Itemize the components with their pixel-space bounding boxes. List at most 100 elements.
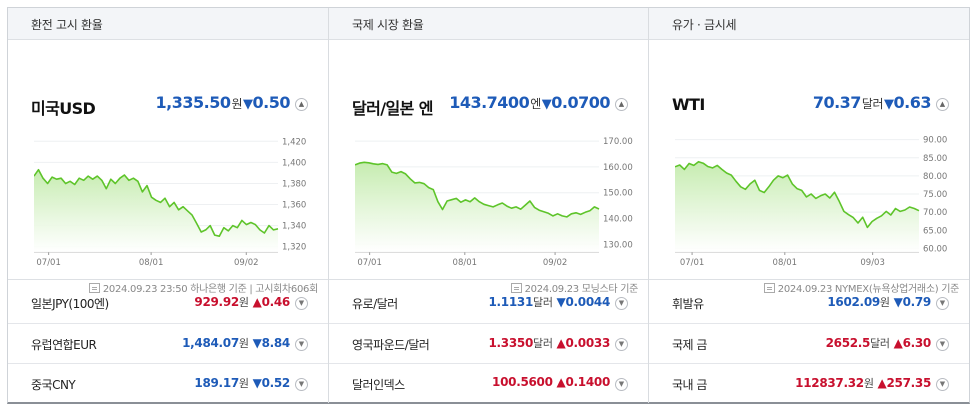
hero-name[interactable]: WTI (672, 95, 705, 114)
chevron-up-icon[interactable]: ▲ (615, 98, 628, 111)
item-name: 휘발유 (672, 297, 704, 311)
chart-usdjpy: 170.00 160.00 150.00 140.00 130.00 07/01 08/01… (355, 128, 635, 268)
rate-list: 휘발유 1602.09원 ▼0.79 ▼ 국제 금 2652.5달러 ▲6.30… (649, 283, 969, 403)
item-value: 1.1131 (488, 295, 534, 309)
item-unit: 원 (238, 296, 249, 309)
item-name: 유로/달러 (352, 297, 398, 311)
y-tick-label: 140.00 (603, 214, 633, 224)
item-value: 929.92 (194, 295, 239, 309)
y-tick-label: 1,360 (282, 201, 306, 211)
hero-value-group: 1,335.50원▼0.50 (155, 93, 291, 112)
hero-value-group: 143.7400엔▼0.0700 (449, 93, 610, 112)
y-tick-label: 65.00 (923, 226, 947, 236)
item-change: 0.52 (261, 376, 291, 390)
item-value-group: 100.5600 ▲0.1400 (492, 375, 610, 389)
panel-exchange-notice: 환전 고시 환율 미국USD 1,335.50원▼0.50 ▲ 1,420 1,4… (8, 8, 328, 403)
chevron-down-icon[interactable]: ▼ (295, 338, 308, 351)
item-value: 2652.5 (825, 336, 871, 350)
y-tick-label: 150.00 (603, 189, 633, 199)
item-value-group: 2652.5달러 ▲6.30 (825, 335, 932, 351)
hero-value: 1,335.50 (155, 93, 231, 112)
chart-wti: 90.00 85.00 80.00 75.00 70.00 65.00 60.00 07/01… (675, 128, 955, 268)
chart-usd: 1,420 1,400 1,380 1,360 1,340 1,320 07/01 08/01… (34, 128, 314, 268)
hero-name[interactable]: 달러/일본 엔 (352, 99, 433, 118)
document-icon (510, 283, 522, 293)
panel-header: 환전 고시 환율 (8, 8, 328, 40)
series-area (675, 161, 919, 252)
chevron-up-icon[interactable]: ▲ (295, 98, 308, 111)
item-name: 국내 금 (672, 378, 707, 392)
list-item[interactable]: 유로/달러 1.1131달러 ▼0.0044 ▼ (329, 283, 648, 323)
source-note-text: 2024.09.23 NYMEX(뉴욕상업거래소) 기준 (777, 284, 960, 295)
panel-header: 유가 · 금시세 (649, 8, 969, 40)
hero-change: 0.0700 (551, 93, 610, 112)
item-change: 0.46 (261, 295, 291, 309)
series-area (355, 162, 599, 252)
source-note-text: 2024.09.23 23:50 하나은행 기준 | 고시회차606회 (102, 284, 318, 295)
x-tick-label: 08/01 (773, 258, 798, 268)
x-tick-label: 07/01 (680, 258, 705, 268)
list-item[interactable]: 국내 금 112837.32원 ▲257.35 ▼ (649, 363, 969, 403)
y-tick-label: 75.00 (923, 190, 947, 200)
y-tick-label: 1,320 (282, 243, 306, 253)
item-unit: 원 (879, 296, 890, 309)
panel-intl-market: 국제 시장 환율 달러/일본 엔 143.7400엔▼0.0700 ▲ 170.… (328, 8, 648, 403)
chevron-up-icon[interactable]: ▲ (936, 98, 949, 111)
chevron-down-icon[interactable]: ▼ (936, 378, 949, 391)
chevron-down-icon[interactable]: ▼ (936, 297, 949, 310)
list-item[interactable]: 영국파운드/달러 1.3350달러 ▲0.0033 ▼ (329, 323, 648, 363)
chevron-down-icon[interactable]: ▼ (295, 378, 308, 391)
hero-unit: 달러 (861, 97, 884, 111)
item-value-group: 1,484.07원 ▼8.84 (182, 335, 290, 351)
item-name: 유럽연합EUR (31, 338, 97, 352)
item-value: 1,484.07 (182, 336, 239, 350)
list-item[interactable]: 달러인덱스 100.5600 ▲0.1400 ▼ (329, 363, 648, 403)
panel-oil-gold: 유가 · 금시세 WTI 70.37달러▼0.63 ▲ 90.00 85.00 80… (648, 8, 969, 403)
list-item[interactable]: 휘발유 1602.09원 ▼0.79 ▼ (649, 283, 969, 323)
chevron-down-icon[interactable]: ▼ (936, 338, 949, 351)
item-value-group: 929.92원 ▲0.46 (194, 294, 290, 310)
item-name: 중국CNY (31, 378, 76, 392)
item-value: 112837.32 (795, 376, 864, 390)
hero-change: 0.63 (893, 93, 932, 112)
hero-unit: 엔 (530, 97, 541, 111)
market-widget: 환전 고시 환율 미국USD 1,335.50원▼0.50 ▲ 1,420 1,4… (7, 7, 970, 404)
hero-name[interactable]: 미국USD (31, 99, 96, 118)
hero-usdjpy: 달러/일본 엔 143.7400엔▼0.0700 ▲ 170.00 160.00 1… (329, 40, 648, 295)
x-tick-label: 07/01 (36, 258, 61, 268)
hero-wti: WTI 70.37달러▼0.63 ▲ 90.00 85.00 80.00 75.00 7… (649, 40, 969, 295)
item-unit: 달러 (533, 337, 553, 350)
list-item[interactable]: 중국CNY 189.17원 ▼0.52 ▼ (8, 363, 328, 403)
up-arrow-icon: ▲ (556, 336, 566, 350)
source-note: 2024.09.23 모닝스타 기준 (510, 280, 638, 295)
y-tick-label: 1,340 (282, 222, 306, 232)
list-item[interactable]: 국제 금 2652.5달러 ▲6.30 ▼ (649, 323, 969, 363)
list-item[interactable]: 일본JPY(100엔) 929.92원 ▲0.46 ▼ (8, 283, 328, 323)
y-tick-label: 130.00 (603, 240, 633, 250)
hero-value: 70.37 (812, 93, 862, 112)
item-change: 0.0033 (565, 336, 610, 350)
hero-usd: 미국USD 1,335.50원▼0.50 ▲ 1,420 1,400 1,380 1,… (8, 40, 328, 295)
list-item[interactable]: 유럽연합EUR 1,484.07원 ▼8.84 ▼ (8, 323, 328, 363)
x-tick-label: 09/02 (234, 258, 259, 268)
hero-change: 0.50 (252, 93, 291, 112)
chevron-down-icon[interactable]: ▼ (615, 297, 628, 310)
item-unit: 원 (238, 337, 249, 350)
down-arrow-icon: ▼ (252, 376, 262, 390)
chevron-down-icon[interactable]: ▼ (615, 378, 628, 391)
y-tick-label: 160.00 (603, 163, 633, 173)
down-arrow-icon: ▼ (556, 295, 566, 309)
item-name: 국제 금 (672, 338, 707, 352)
item-unit: 원 (238, 377, 249, 390)
chevron-down-icon[interactable]: ▼ (295, 297, 308, 310)
down-arrow-icon: ▼ (884, 97, 894, 112)
chart-svg: 1,420 1,400 1,380 1,360 1,340 1,320 07/01 08/01… (34, 137, 306, 268)
chart-svg: 90.00 85.00 80.00 75.00 70.00 65.00 60.00 07/01… (675, 136, 947, 268)
y-tick-label: 1,420 (282, 137, 306, 147)
x-tick-label: 08/01 (453, 258, 478, 268)
y-tick-label: 1,400 (282, 158, 306, 168)
up-arrow-icon: ▲ (252, 295, 262, 309)
chevron-down-icon[interactable]: ▼ (615, 338, 628, 351)
source-note: 2024.09.23 NYMEX(뉴욕상업거래소) 기준 (763, 280, 960, 295)
down-arrow-icon: ▼ (243, 97, 253, 112)
